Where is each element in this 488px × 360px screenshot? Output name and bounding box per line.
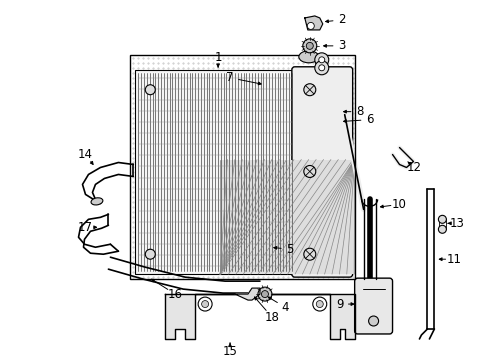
Text: 10: 10	[391, 198, 406, 211]
Text: 2: 2	[337, 13, 345, 26]
Text: 4: 4	[281, 301, 288, 314]
Circle shape	[316, 301, 323, 307]
Circle shape	[145, 85, 155, 95]
Circle shape	[305, 42, 313, 49]
Circle shape	[261, 291, 268, 298]
Polygon shape	[235, 288, 260, 300]
Circle shape	[312, 297, 326, 311]
Text: 12: 12	[406, 161, 421, 174]
Text: 13: 13	[449, 217, 464, 230]
Polygon shape	[165, 294, 354, 339]
Circle shape	[438, 215, 446, 223]
Circle shape	[302, 39, 316, 53]
Text: 3: 3	[337, 39, 345, 52]
Text: 6: 6	[365, 113, 373, 126]
Circle shape	[318, 65, 324, 71]
Circle shape	[303, 248, 315, 260]
Text: 5: 5	[285, 243, 293, 256]
FancyBboxPatch shape	[354, 278, 392, 334]
Ellipse shape	[298, 51, 318, 63]
Text: 9: 9	[335, 298, 343, 311]
Circle shape	[303, 166, 315, 177]
Circle shape	[303, 84, 315, 96]
FancyBboxPatch shape	[291, 67, 352, 277]
Text: 16: 16	[167, 288, 183, 301]
Circle shape	[318, 57, 324, 63]
Circle shape	[198, 297, 212, 311]
Bar	[220, 159, 354, 274]
Text: 11: 11	[446, 253, 461, 266]
Circle shape	[306, 22, 314, 30]
Circle shape	[314, 53, 328, 67]
Circle shape	[145, 249, 155, 259]
Text: 14: 14	[78, 148, 93, 161]
Circle shape	[368, 316, 378, 326]
Text: 8: 8	[355, 105, 363, 118]
Circle shape	[201, 301, 208, 307]
Text: 18: 18	[264, 311, 279, 324]
Bar	[130, 55, 354, 279]
Text: 1: 1	[214, 51, 222, 64]
Text: 15: 15	[222, 345, 237, 359]
Polygon shape	[304, 16, 322, 30]
Text: 17: 17	[78, 221, 93, 234]
Circle shape	[258, 287, 271, 301]
Circle shape	[438, 225, 446, 233]
Circle shape	[314, 61, 328, 75]
Text: 7: 7	[226, 71, 233, 84]
Ellipse shape	[91, 198, 102, 205]
Bar	[135, 70, 294, 274]
